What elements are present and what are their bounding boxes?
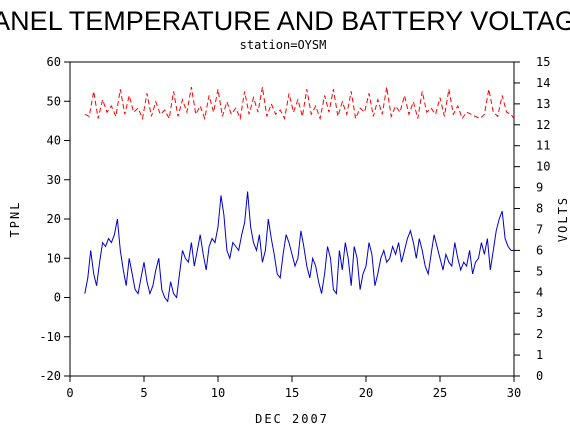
- series-layer: [84, 87, 515, 303]
- right-tick-label: 2: [536, 327, 543, 341]
- right-tick-label: 9: [536, 181, 543, 195]
- right-tick-label: 15: [536, 55, 550, 69]
- y-axis-right-label: VOLTS: [556, 196, 570, 242]
- left-axis: -20 -10 0 10 20 30 40 50 60: [39, 55, 70, 383]
- right-tick-label: 11: [536, 139, 550, 153]
- right-tick-label: 6: [536, 243, 543, 257]
- left-tick-label: 10: [47, 251, 61, 265]
- right-tick-label: 1: [536, 348, 543, 362]
- right-tick-label: 7: [536, 222, 543, 236]
- left-tick-label: -20: [39, 369, 61, 383]
- bottom-tick-label: 10: [211, 386, 225, 400]
- right-tick-label: 10: [536, 160, 550, 174]
- right-tick-label: 0: [536, 369, 543, 383]
- bottom-tick-label: 15: [285, 386, 299, 400]
- right-tick-label: 3: [536, 306, 543, 320]
- right-tick-label: 5: [536, 264, 543, 278]
- chart-subtitle: station=OYSM: [240, 38, 327, 52]
- panel-temperature-line: [84, 191, 514, 303]
- chart-title: PANEL TEMPERATURE AND BATTERY VOLTAGE: [0, 6, 570, 36]
- bottom-tick-label: 25: [433, 386, 447, 400]
- right-tick-label: 8: [536, 202, 543, 216]
- bottom-tick-label: 20: [359, 386, 373, 400]
- right-tick-label: 14: [536, 76, 550, 90]
- right-tick-label: 4: [536, 285, 543, 299]
- y-axis-left-label: TPNL: [8, 201, 22, 238]
- bottom-tick-label: 30: [507, 386, 521, 400]
- left-tick-label: 30: [47, 173, 61, 187]
- right-tick-label: 12: [536, 118, 550, 132]
- left-tick-label: 40: [47, 134, 61, 148]
- bottom-tick-label: 5: [140, 386, 147, 400]
- left-tick-label: 60: [47, 55, 61, 69]
- left-tick-label: 0: [54, 291, 61, 305]
- left-tick-label: 20: [47, 212, 61, 226]
- bottom-tick-label: 0: [66, 386, 73, 400]
- left-tick-label: 50: [47, 94, 61, 108]
- battery-voltage-line: [84, 87, 515, 121]
- right-tick-label: 13: [536, 97, 550, 111]
- x-axis-label: DEC 2007: [255, 412, 329, 426]
- left-tick-label: -10: [39, 330, 61, 344]
- bottom-axis: 0 5 10 15 20 25 30: [66, 376, 521, 400]
